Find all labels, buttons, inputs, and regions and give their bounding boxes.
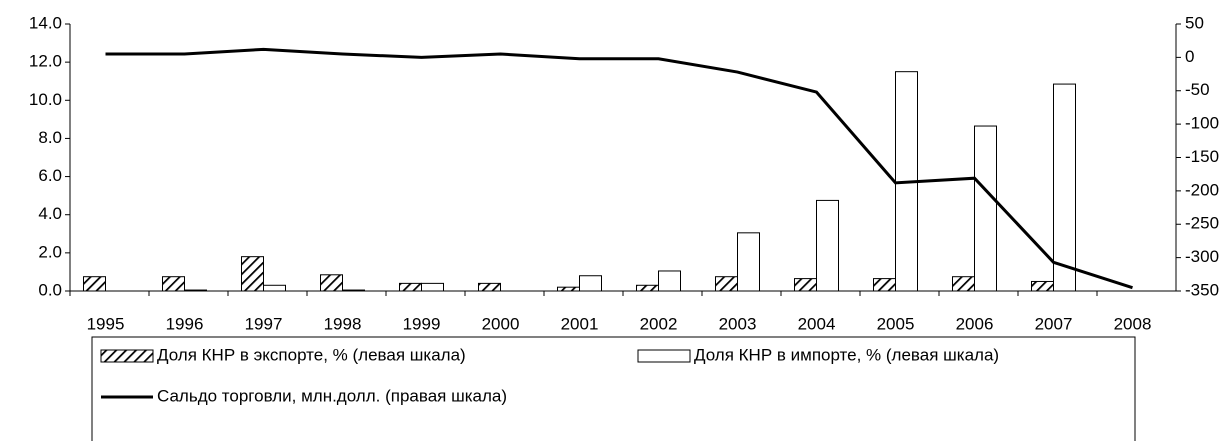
bar [342, 289, 365, 292]
bar [715, 276, 738, 292]
y2-tick-label: 0 [1185, 47, 1194, 66]
x-tick-label: 1999 [403, 314, 441, 333]
x-tick-label: 2000 [482, 314, 520, 333]
y-tick-label: 14.0 [29, 13, 62, 32]
bar [737, 232, 760, 292]
bar [952, 276, 975, 292]
bar [162, 276, 185, 292]
bar [263, 284, 286, 292]
bar [421, 282, 444, 292]
x-tick-label: 1996 [166, 314, 204, 333]
x-tick-label: 1995 [87, 314, 125, 333]
bar [974, 125, 997, 292]
bar [636, 284, 659, 292]
x-tick-label: 2006 [956, 314, 994, 333]
y-tick-label: 12.0 [29, 52, 62, 71]
y-tick-label: 4.0 [38, 204, 62, 223]
legend-label: Доля КНР в экспорте, % (левая шкала) [157, 345, 466, 364]
x-tick-label: 2007 [1035, 314, 1073, 333]
y2-tick-label: -100 [1185, 114, 1219, 133]
bar [184, 289, 207, 292]
x-tick-label: 2002 [640, 314, 678, 333]
y2-tick-label: -250 [1185, 214, 1219, 233]
x-tick-label: 1998 [324, 314, 362, 333]
bar [478, 282, 501, 292]
legend-swatch [637, 349, 691, 363]
y-tick-label: 8.0 [38, 128, 62, 147]
bar [873, 278, 896, 292]
bar [241, 256, 264, 292]
bar [557, 286, 580, 292]
x-tick-label: 2008 [1114, 314, 1152, 333]
x-tick-label: 2004 [798, 314, 836, 333]
y-tick-label: 6.0 [38, 166, 62, 185]
x-tick-label: 2005 [877, 314, 915, 333]
legend-box [91, 336, 1136, 441]
y2-tick-label: -150 [1185, 147, 1219, 166]
y2-tick-label: -50 [1185, 80, 1210, 99]
bar [579, 275, 602, 292]
bar [1053, 83, 1076, 292]
y2-tick-label: 50 [1185, 13, 1204, 32]
bar [83, 276, 106, 292]
bar [1031, 280, 1054, 292]
x-tick-label: 2001 [561, 314, 599, 333]
legend-label: Доля КНР в импорте, % (левая шкала) [694, 345, 999, 364]
bar [816, 199, 839, 292]
line [105, 47, 1133, 290]
legend-swatch [100, 349, 154, 363]
x-tick-label: 1997 [245, 314, 283, 333]
y2-tick-label: -200 [1185, 180, 1219, 199]
y2-tick-label: -350 [1185, 280, 1219, 299]
y2-tick-label: -300 [1185, 247, 1219, 266]
y-tick-label: 0.0 [38, 280, 62, 299]
bar [794, 278, 817, 292]
bar [658, 270, 681, 292]
legend-label: Сальдо торговли, млн.долл. (правая шкала… [157, 386, 507, 405]
y-tick-label: 2.0 [38, 242, 62, 261]
y-tick-label: 10.0 [29, 90, 62, 109]
x-tick-label: 2003 [719, 314, 757, 333]
bar [399, 282, 422, 292]
bar [320, 274, 343, 292]
